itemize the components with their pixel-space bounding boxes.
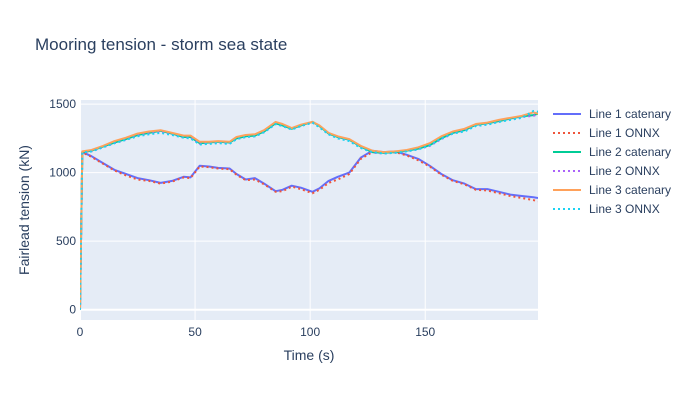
- y-tick-label: 500: [56, 234, 76, 248]
- y-axis-label: Fairlead tension (kN): [16, 145, 32, 275]
- plot-lines: [80, 110, 538, 310]
- series-line-line-3-catenary: [80, 111, 538, 310]
- legend: Line 1 catenary Line 1 ONNX Line 2 catenar…: [553, 107, 671, 216]
- legend-label-line-3-catenary: Line 3 catenary: [589, 183, 671, 197]
- x-tick-label: 100: [300, 325, 320, 339]
- chart-title: Mooring tension - storm sea state: [35, 35, 287, 54]
- legend-label-line-2-onnx: Line 2 ONNX: [589, 164, 660, 178]
- x-axis-label: Time (s): [284, 347, 335, 363]
- plot-area: [80, 100, 538, 320]
- x-tick-label: 0: [77, 325, 84, 339]
- y-tick-label: 0: [69, 303, 76, 317]
- x-tick-labels: 0 50 100 150: [77, 325, 436, 339]
- legend-label-line-1-catenary: Line 1 catenary: [589, 107, 671, 121]
- y-tick-label: 1000: [49, 166, 76, 180]
- y-tick-labels: 0 500 1000 1500: [49, 97, 76, 317]
- legend-label-line-3-onnx: Line 3 ONNX: [589, 202, 660, 216]
- legend-label-line-1-onnx: Line 1 ONNX: [589, 126, 660, 140]
- x-tick-label: 150: [415, 325, 435, 339]
- x-tick-label: 50: [188, 325, 202, 339]
- series-line-line-1-onnx: [80, 151, 538, 310]
- legend-label-line-2-catenary: Line 2 catenary: [589, 145, 671, 159]
- y-tick-label: 1500: [49, 97, 76, 111]
- grid-lines: [79, 100, 538, 320]
